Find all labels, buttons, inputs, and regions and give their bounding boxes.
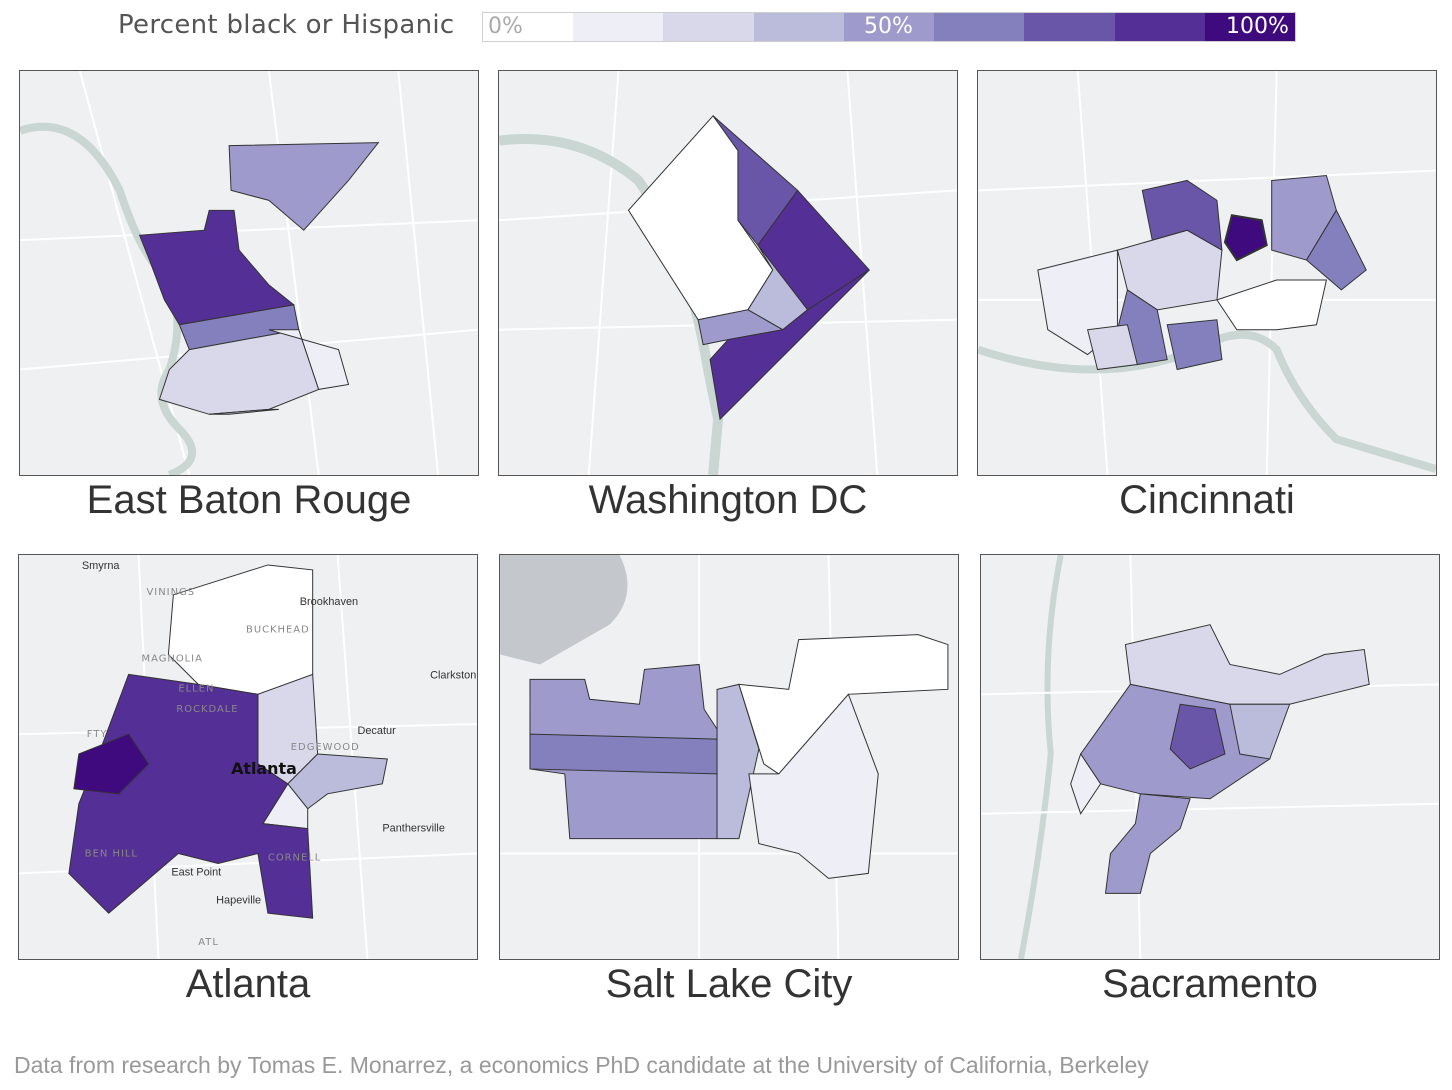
city-label-washington-dc: Washington DC [588,478,868,522]
legend-swatch [1204,13,1295,41]
place-label: Panthersville [382,823,445,835]
color-legend: Percent black or Hispanic 0% 50% 100% [0,6,1452,42]
city-label-sacramento: Sacramento [1102,962,1318,1006]
map-atlanta: Smyrna VININGS Brookhaven BUCKHEAD MAGNO… [18,554,478,960]
map-east-baton-rouge-svg [20,71,478,475]
place-label: Decatur [357,725,396,737]
tract [1223,214,1268,262]
source-footnote: Data from research by Tomas E. Monarrez,… [14,1052,1149,1078]
tract [1086,324,1138,371]
tract [748,693,879,879]
tract [709,269,870,421]
tract [1229,703,1291,760]
tract [1169,703,1226,770]
map-salt-lake-city [499,554,959,960]
map-sacramento-svg [981,555,1439,959]
tract [138,209,295,326]
legend-tick-0: 0% [488,14,523,39]
map-washington-dc [498,70,958,476]
tract [716,683,760,840]
tract [1166,319,1223,371]
place-label: Smyrna [82,560,121,572]
place-label: ELLEN [178,683,214,694]
tract [73,733,150,795]
legend-tick-100: 100% [1226,14,1289,39]
legend-swatch [843,13,935,41]
tract [209,408,279,415]
great-salt-lake [500,555,628,665]
place-label: CORNELL [268,852,321,863]
city-label-atlanta: Atlanta [185,962,311,1006]
tract [1216,279,1328,331]
map-salt-lake-city-svg [500,555,958,959]
place-label: Clarkston [430,669,476,681]
tract [1070,752,1102,815]
legend-swatch [934,13,1025,41]
place-label: VININGS [147,587,196,598]
city-label-east-baton-rouge: East Baton Rouge [86,478,412,522]
place-label: FTY [87,729,108,740]
tract [158,329,320,415]
legend-title: Percent black or Hispanic [118,10,455,40]
sacramento-river [1018,555,1064,959]
tract [268,329,350,390]
city-label-salt-lake-city: Salt Lake City [605,962,853,1006]
tract [1305,209,1367,291]
legend-swatch [663,13,754,41]
legend-swatch [753,13,844,41]
place-label: Atlanta [231,759,297,778]
city-label-cincinnati: Cincinnati [1119,478,1295,522]
place-label: East Point [171,866,221,878]
tract [529,733,718,775]
map-atlanta-svg: Smyrna VININGS Brookhaven BUCKHEAD MAGNO… [19,555,477,959]
map-cincinnati [977,70,1437,476]
place-label: BEN HILL [85,849,138,860]
place-label: MAGNOLIA [142,653,203,664]
place-label: Hapeville [216,894,261,906]
map-sacramento [980,554,1440,960]
tract [1141,179,1223,252]
legend-swatch [1024,13,1115,41]
ohio-river [978,330,1436,473]
place-label: ATL [198,937,219,948]
legend-tick-50: 50% [864,14,913,39]
place-label: ROCKDALE [176,704,238,715]
place-label: Brookhaven [300,596,358,608]
legend-color-scale [482,12,1296,42]
legend-swatch [483,13,574,41]
map-cincinnati-svg [978,71,1436,475]
tract [712,115,799,246]
place-label: BUCKHEAD [246,625,310,636]
tract [228,142,380,231]
map-washington-dc-svg [499,71,957,475]
tract [1104,793,1191,894]
legend-swatch [1114,13,1205,41]
legend-swatch [573,13,664,41]
map-east-baton-rouge [19,70,479,476]
tract [738,634,949,775]
place-label: EDGEWOOD [291,742,360,753]
